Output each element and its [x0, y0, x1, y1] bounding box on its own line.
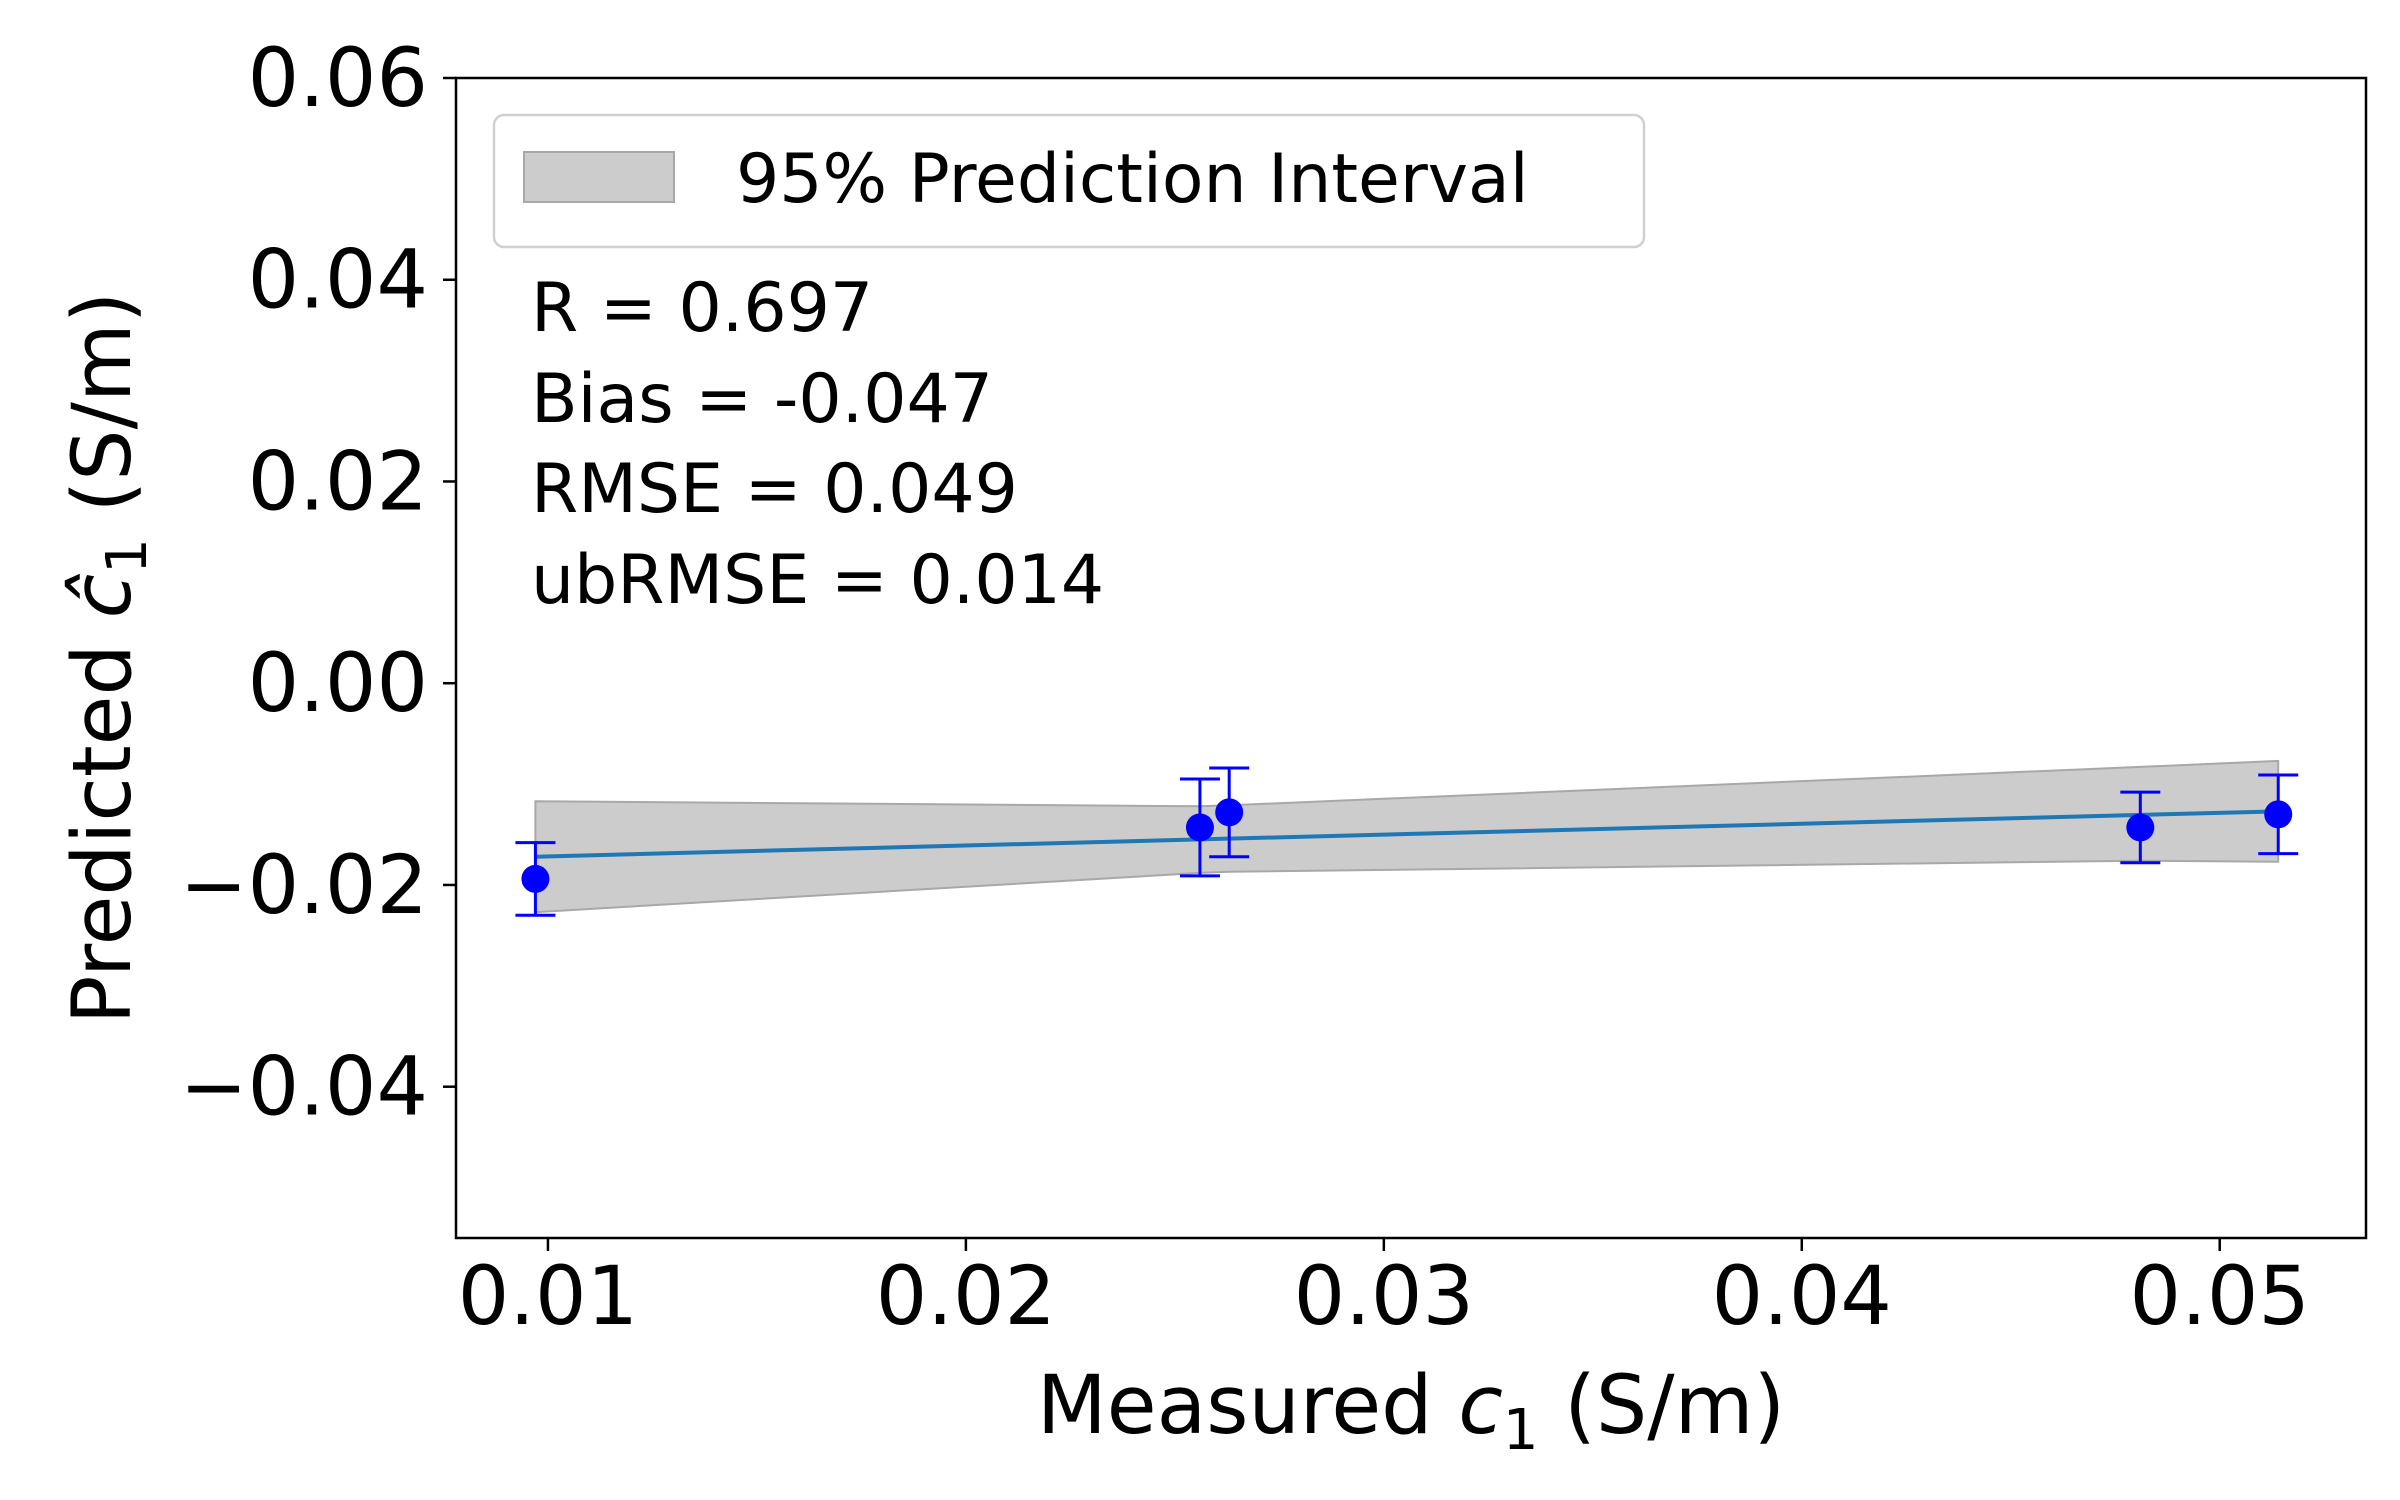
- plot-area-frame: [454, 76, 2368, 1240]
- legend-label: 95% Prediction Interval: [736, 140, 1529, 219]
- y-tick-label: −0.04: [180, 1041, 428, 1135]
- y-tick-label: 0.02: [248, 435, 428, 529]
- stat-rmse: RMSE = 0.049: [531, 450, 1018, 529]
- data-point-marker: [521, 864, 550, 893]
- stat-ubrmse: ubRMSE = 0.014: [531, 541, 1104, 620]
- stats-annotations: R = 0.697 Bias = -0.047 RMSE = 0.049 ubR…: [531, 269, 1104, 620]
- x-axis-title-suffix: (S/m): [1539, 1359, 1786, 1453]
- fit-line: [535, 809, 2279, 859]
- data-point-marker: [1185, 813, 1214, 842]
- stat-r: R = 0.697: [531, 269, 873, 348]
- legend: 95% Prediction Interval: [492, 113, 1646, 249]
- x-tick-label: 0.05: [2130, 1250, 2310, 1344]
- legend-frame: [492, 113, 1646, 249]
- y-axis-title-suffix: (S/m): [56, 292, 150, 539]
- prediction-interval-band: [534, 759, 2280, 914]
- data-points-layer: [515, 766, 2299, 917]
- y-axis: −0.04 −0.02 0.00 0.02 0.04 0.06: [180, 32, 456, 1135]
- x-tick-label: 0.02: [876, 1250, 1056, 1344]
- data-point-5: [2258, 773, 2299, 856]
- data-point-marker: [1215, 798, 1244, 827]
- data-point-1: [515, 841, 556, 917]
- y-tick-label: 0.00: [248, 637, 428, 731]
- x-axis-title: Measured c1 (S/m): [1037, 1359, 1785, 1463]
- y-axis-title-subscript: 1: [95, 538, 160, 574]
- y-tick-label: 0.06: [248, 32, 428, 126]
- data-point-marker: [2264, 800, 2293, 829]
- x-axis: 0.01 0.02 0.03 0.04 0.05: [458, 1238, 2310, 1344]
- data-point-marker: [2126, 813, 2155, 842]
- prediction-band-layer: [534, 759, 2280, 914]
- x-tick-label: 0.03: [1294, 1250, 1474, 1344]
- data-point-2: [1179, 777, 1220, 878]
- x-axis-title-prefix: Measured: [1037, 1359, 1458, 1453]
- x-axis-title-subscript: 1: [1503, 1398, 1539, 1463]
- data-point-4: [2120, 790, 2161, 865]
- y-axis-title-prefix: Predicted: [56, 618, 150, 1024]
- x-tick-label: 0.01: [458, 1250, 638, 1344]
- y-axis-title: Predicted ĉ1 (S/m): [56, 292, 160, 1025]
- x-axis-title-variable: c: [1458, 1359, 1503, 1453]
- legend-swatch: [523, 151, 675, 203]
- data-point-3: [1209, 766, 1250, 859]
- stat-bias: Bias = -0.047: [531, 360, 993, 439]
- x-tick-label: 0.04: [1712, 1250, 1892, 1344]
- y-tick-label: 0.04: [248, 234, 428, 328]
- y-axis-title-variable: ĉ: [56, 573, 150, 618]
- y-tick-label: −0.02: [180, 839, 428, 933]
- fit-line-layer: [535, 809, 2279, 859]
